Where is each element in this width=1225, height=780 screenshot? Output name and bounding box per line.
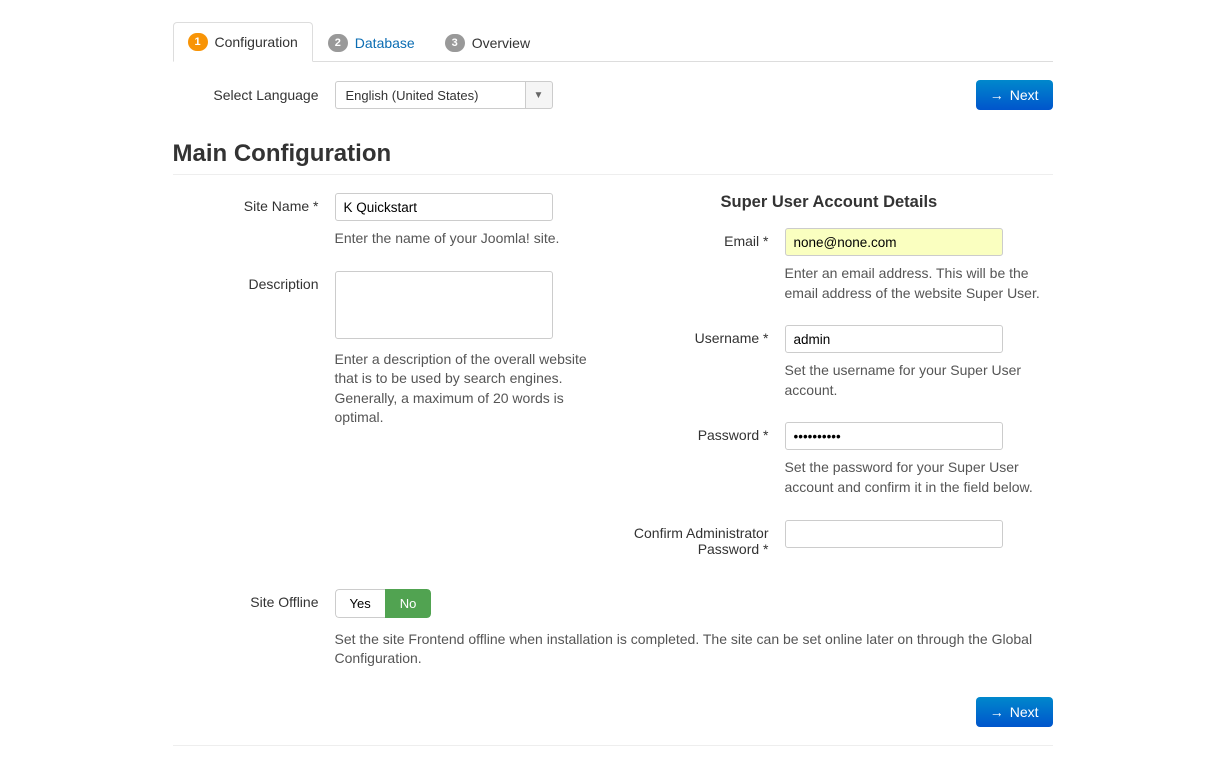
- tab-num-2: 2: [328, 34, 348, 52]
- next-button-bottom-label: Next: [1010, 704, 1039, 720]
- tab-database[interactable]: 2 Database: [313, 22, 430, 62]
- password-input[interactable]: [785, 422, 1003, 450]
- separator-top: [173, 174, 1053, 175]
- confirm-password-input[interactable]: [785, 520, 1003, 548]
- next-button-top-label: Next: [1010, 87, 1039, 103]
- site-name-input[interactable]: [335, 193, 553, 221]
- username-input[interactable]: [785, 325, 1003, 353]
- password-label: Password *: [613, 422, 785, 497]
- site-offline-yes-button[interactable]: Yes: [335, 589, 385, 618]
- arrow-right-icon: →: [990, 87, 1004, 103]
- super-user-heading: Super User Account Details: [721, 193, 1053, 212]
- tab-label-configuration: Configuration: [215, 34, 298, 50]
- next-button-bottom[interactable]: → Next: [976, 697, 1053, 727]
- email-label: Email *: [613, 228, 785, 303]
- password-help: Set the password for your Super User acc…: [785, 458, 1045, 497]
- tab-num-1: 1: [188, 33, 208, 51]
- main-configuration-heading: Main Configuration: [173, 140, 1053, 168]
- site-offline-toggle: Yes No: [335, 589, 432, 618]
- separator-bottom: [173, 745, 1053, 746]
- tab-label-database: Database: [355, 35, 415, 51]
- wizard-tabs: 1 Configuration 2 Database 3 Overview: [173, 22, 1053, 62]
- username-label: Username *: [613, 325, 785, 400]
- chevron-down-icon: ▼: [525, 81, 553, 109]
- site-offline-label: Site Offline: [173, 589, 335, 669]
- select-language-label: Select Language: [173, 87, 335, 103]
- description-textarea[interactable]: [335, 271, 553, 339]
- description-help: Enter a description of the overall websi…: [335, 350, 595, 428]
- tab-label-overview: Overview: [472, 35, 530, 51]
- next-button-top[interactable]: → Next: [976, 80, 1053, 110]
- confirm-password-label: Confirm Administrator Password *: [613, 520, 785, 557]
- description-label: Description: [173, 271, 335, 428]
- site-name-label: Site Name *: [173, 193, 335, 249]
- select-language-value: English (United States): [335, 81, 525, 109]
- site-name-help: Enter the name of your Joomla! site.: [335, 229, 595, 249]
- tab-overview[interactable]: 3 Overview: [430, 22, 545, 62]
- tab-configuration[interactable]: 1 Configuration: [173, 22, 313, 62]
- arrow-right-icon-bottom: →: [990, 704, 1004, 720]
- email-help: Enter an email address. This will be the…: [785, 264, 1045, 303]
- site-offline-no-button[interactable]: No: [385, 589, 432, 618]
- select-language-dropdown[interactable]: English (United States) ▼: [335, 81, 553, 109]
- email-input[interactable]: [785, 228, 1003, 256]
- username-help: Set the username for your Super User acc…: [785, 361, 1045, 400]
- tab-num-3: 3: [445, 34, 465, 52]
- site-offline-help: Set the site Frontend offline when insta…: [335, 630, 1035, 669]
